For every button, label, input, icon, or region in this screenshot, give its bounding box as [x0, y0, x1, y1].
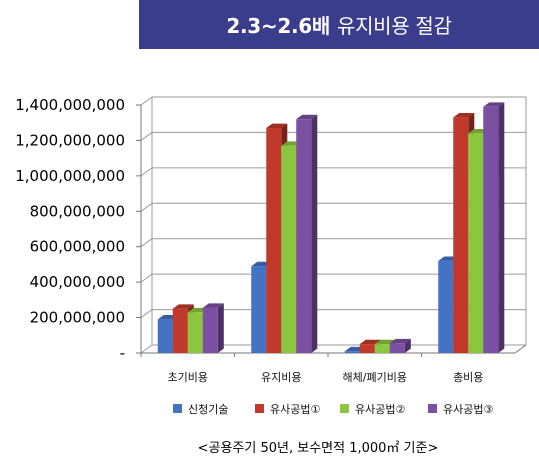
bar-front [157, 319, 173, 353]
bar-top [296, 114, 318, 120]
bar-front [389, 343, 405, 353]
y-tick-label: 600,000,000 [30, 238, 125, 256]
legend-swatch [173, 404, 182, 413]
bar-top [359, 339, 381, 345]
bar [296, 114, 318, 354]
bar-front [296, 119, 312, 354]
x-tick-label: 초기비용 [168, 371, 208, 384]
bar-front [359, 344, 375, 353]
bar-front [251, 266, 267, 353]
floor-edge [514, 344, 527, 354]
legend-item: 유사공법① [255, 403, 320, 416]
bar-top [483, 102, 505, 107]
bar-side [311, 114, 318, 354]
bar-top [172, 304, 194, 309]
gridline-depth [140, 238, 153, 248]
legend-label: 유사공법③ [443, 403, 493, 416]
gridline-depth [140, 344, 153, 354]
bar-front [468, 133, 484, 353]
footnote: <공용주기 50년, 보수면적 1,000㎡ 기준> [198, 441, 439, 456]
gridline-depth [140, 202, 153, 212]
bar-front [202, 307, 218, 353]
x-tick-label: 유지비용 [261, 371, 301, 384]
gridline-depth [140, 273, 153, 283]
legend-item: 유사공법② [340, 403, 405, 416]
bar-side [498, 102, 505, 353]
bar-front [453, 117, 469, 354]
bar [389, 338, 411, 353]
bar-top [266, 123, 288, 129]
title-banner: 2.3~2.6배 유지비용 절감 [139, 0, 539, 49]
x-tick-label: 해체/폐기비용 [343, 370, 407, 384]
y-tick-label: 1,000,000,000 [15, 167, 125, 185]
title-bold: 2.3~2.6배 [226, 14, 330, 38]
bar-top [453, 113, 475, 118]
legend-label: 유사공법② [355, 403, 405, 416]
bar-front [344, 351, 360, 353]
legend-swatch [340, 404, 349, 413]
gridline-depth [140, 167, 153, 177]
gridline-depth [140, 309, 153, 318]
legend-swatch [255, 404, 264, 413]
gridline-depth [140, 96, 153, 106]
bar [202, 303, 224, 353]
y-tick-label: 200,000,000 [30, 309, 125, 327]
bar-top [202, 303, 224, 308]
bar-front [187, 312, 203, 353]
x-tick-label: 총비용 [453, 371, 483, 384]
legend-layer: 신청기술 유사공법① 유사공법② 유사공법③ [173, 403, 493, 416]
bar-front [374, 344, 390, 353]
bar-front [483, 106, 499, 354]
y-tick-label: 1,200,000,000 [15, 131, 125, 149]
bar-front [172, 308, 188, 353]
title-rest: 유지비용 절감 [336, 14, 452, 38]
bar-top [389, 338, 411, 344]
legend-item: 신청기술 [173, 403, 228, 416]
y-tick-label: 400,000,000 [30, 273, 125, 291]
y-tick-label: - [120, 344, 125, 362]
gridline-depth [140, 132, 153, 141]
bar-front [266, 128, 282, 353]
bar [483, 102, 505, 354]
bar-side [217, 303, 224, 353]
y-tick-label: 800,000,000 [30, 202, 125, 220]
legend-swatch [428, 404, 437, 413]
bars-layer [157, 102, 505, 354]
bar-front [438, 260, 454, 353]
labels-layer: - 200,000,000 400,000,000 600,000,000 800,00… [15, 96, 483, 384]
y-tick-label: 1,400,000,000 [15, 96, 125, 114]
legend-label: 신청기술 [188, 403, 228, 416]
legend-item: 유사공법③ [428, 403, 493, 416]
bar-front [281, 145, 297, 353]
bar-side [404, 338, 411, 353]
legend-label: 유사공법① [270, 403, 320, 416]
